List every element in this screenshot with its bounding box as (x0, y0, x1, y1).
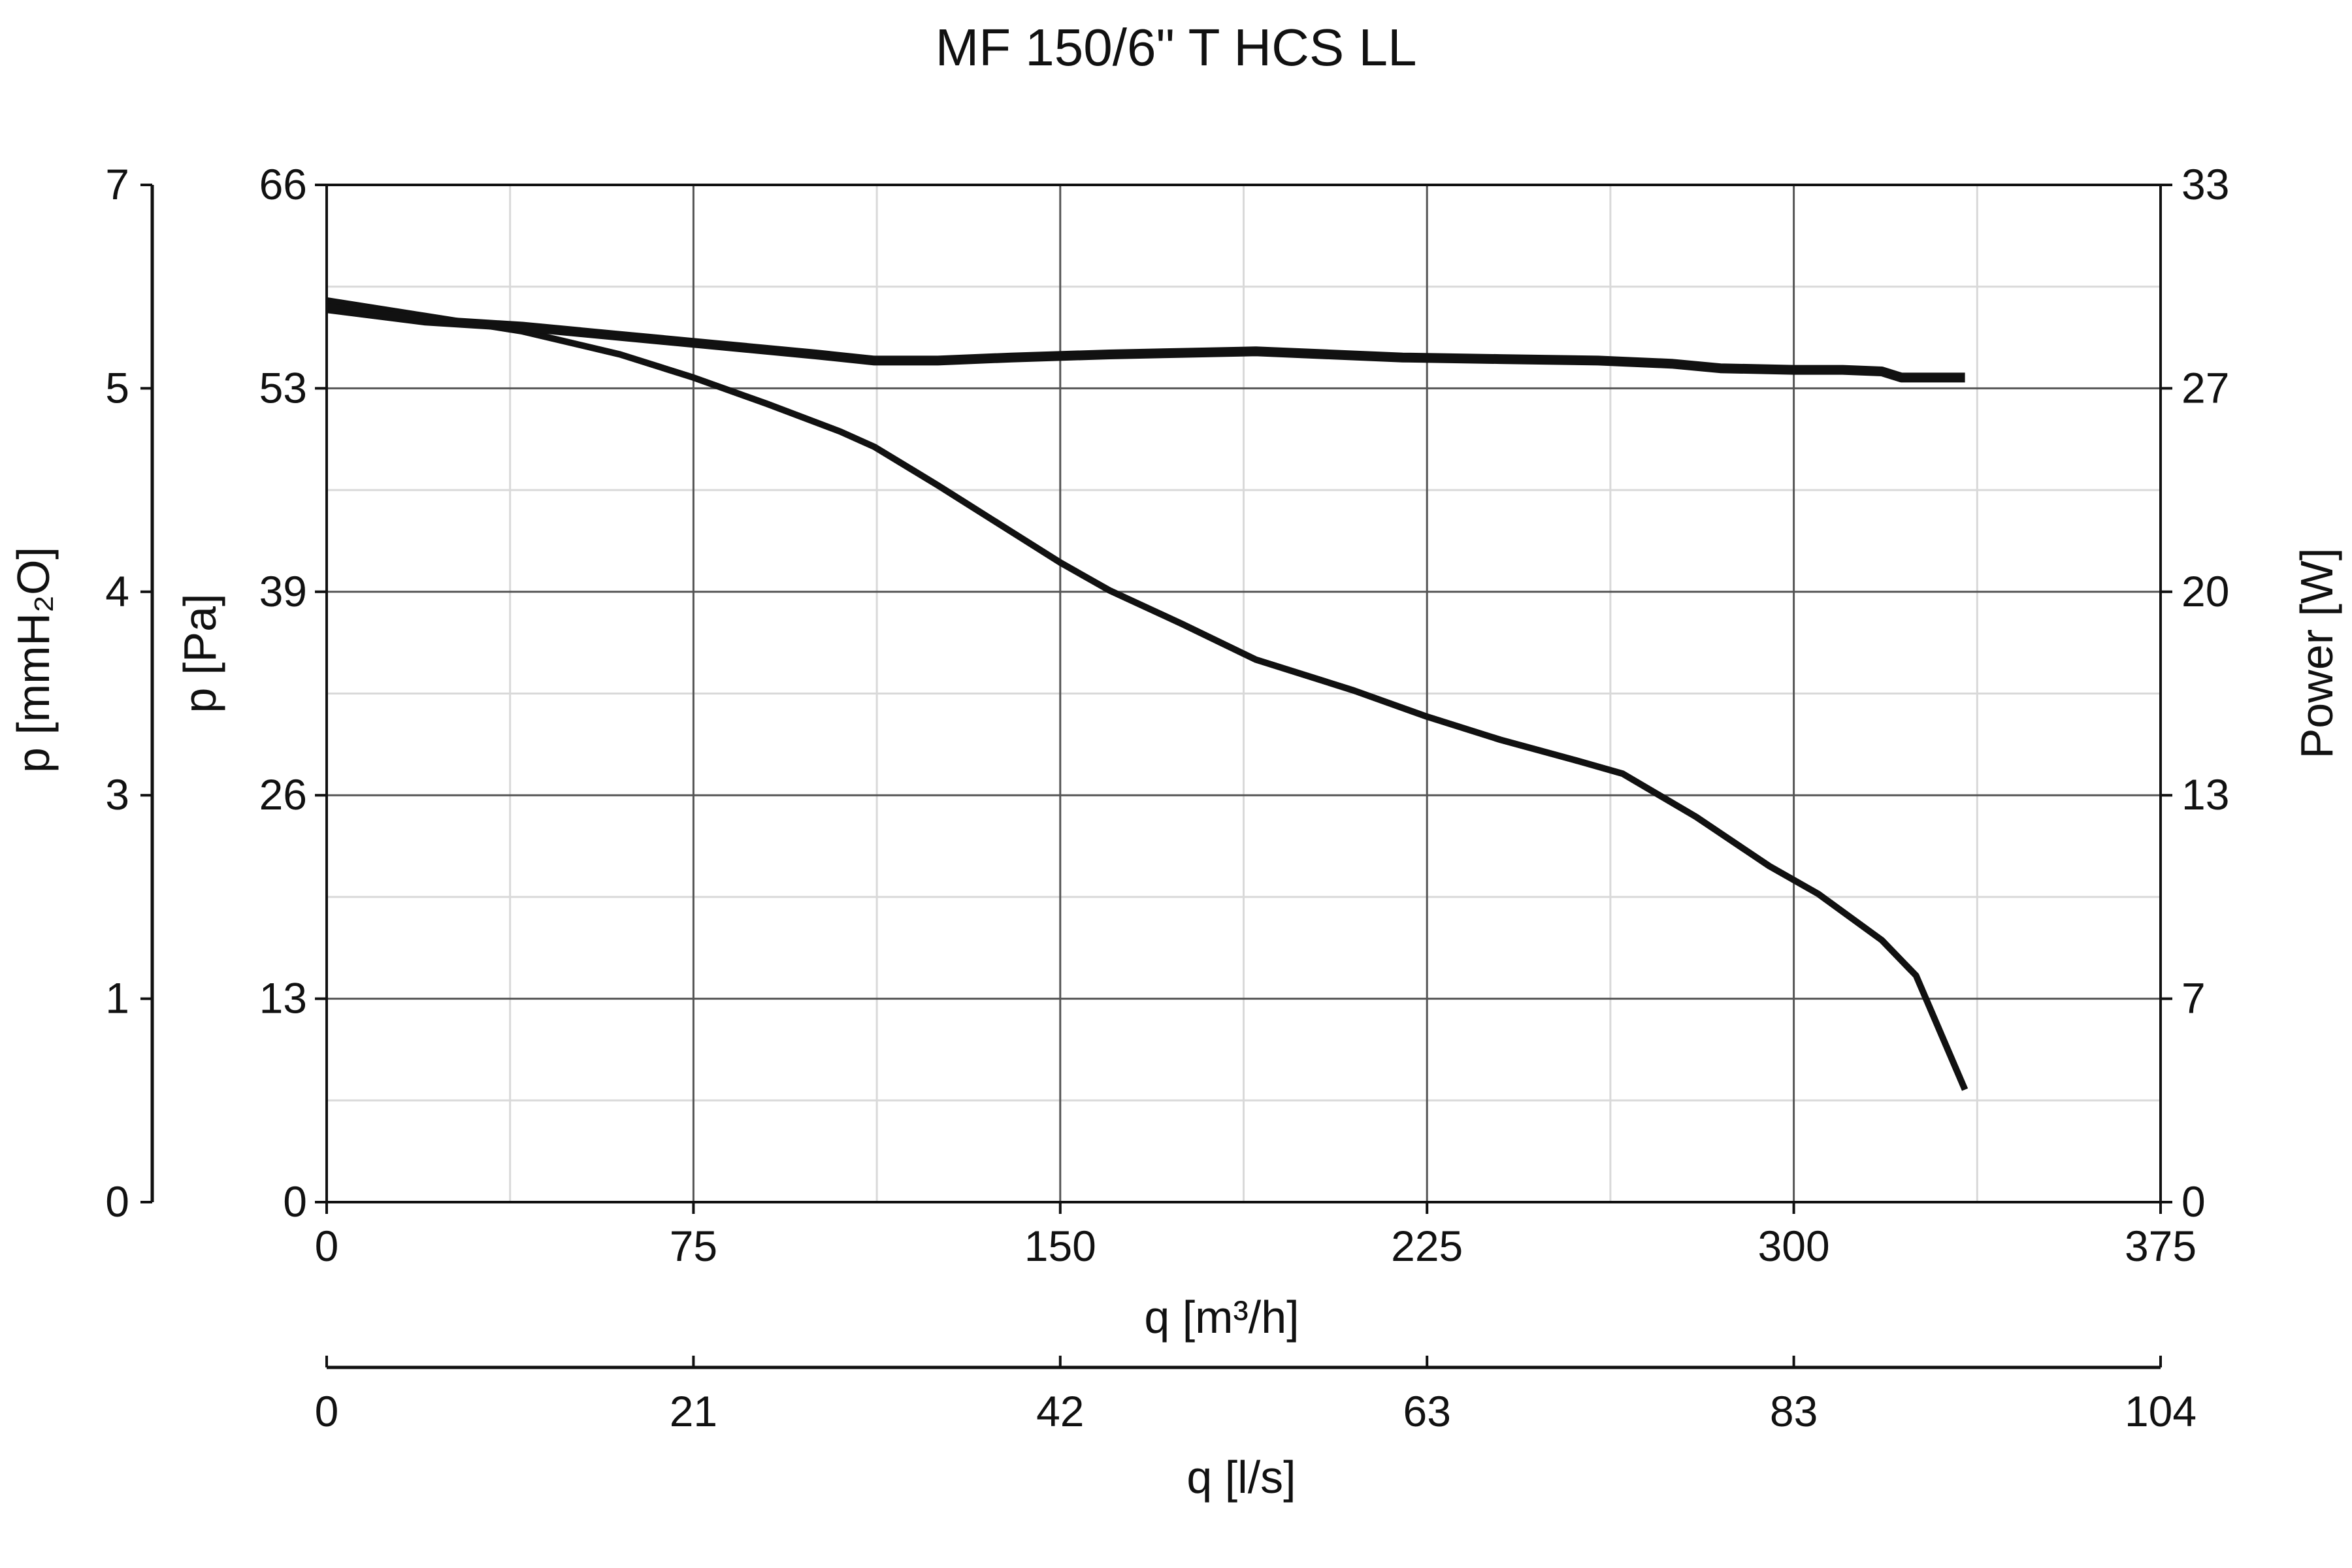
y-tick-label-power: 7 (2181, 974, 2206, 1022)
pressure-curve (326, 297, 1968, 1091)
x-tick-label: 300 (1758, 1222, 1830, 1270)
y-tick-label-pa: 53 (259, 363, 307, 412)
y-axis-power: 0 7 13 20 27 33 (2161, 160, 2229, 1226)
x-axis-ls: 0 21 42 63 83 104 (315, 1356, 2197, 1435)
plot-frame (325, 184, 2162, 1203)
x2-tick-label: 83 (1770, 1387, 1818, 1435)
x2-tick-label: 63 (1403, 1387, 1450, 1435)
y-tick-label-mmh2o: 1 (105, 974, 129, 1022)
y-axis-mmh2o: 0 1 3 4 5 7 (105, 160, 154, 1226)
y-tick-label-power: 13 (2181, 770, 2229, 819)
series-layer (326, 297, 1968, 1091)
y-tick-label-power: 0 (2181, 1177, 2206, 1226)
x-axis-m3h: 0 75 150 225 300 375 (315, 1202, 2197, 1270)
y-axis-label-mmh2o: p [mmH₂O] (8, 547, 59, 773)
y-tick-label-pa: 66 (259, 160, 307, 208)
major-grid (327, 185, 2161, 1202)
chart-title: MF 150/6" T HCS LL (936, 18, 1417, 76)
y-tick-label-mmh2o: 3 (105, 770, 129, 819)
y-tick-label-mmh2o: 4 (105, 567, 129, 615)
y-tick-label-pa: 0 (283, 1177, 307, 1226)
power-curve (326, 303, 1965, 383)
x-axis-label: q [m³/h] (1144, 1292, 1299, 1343)
x2-tick-label: 21 (670, 1387, 717, 1435)
x2-tick-label: 42 (1036, 1387, 1084, 1435)
x-tick-label: 75 (670, 1222, 717, 1270)
y-tick-label-mmh2o: 0 (105, 1177, 129, 1226)
y-axis-pa: 0 13 26 39 53 66 (259, 160, 327, 1226)
x-tick-label: 225 (1391, 1222, 1463, 1270)
y-tick-label-pa: 26 (259, 770, 307, 819)
y-axis-label-pa: p [Pa] (174, 594, 225, 713)
y-axis-label-power: Power [W] (2291, 548, 2342, 759)
x2-axis-label: q [l/s] (1186, 1452, 1296, 1503)
y-tick-label-pa: 39 (259, 567, 307, 615)
y-tick-label-mmh2o: 7 (105, 160, 129, 208)
x2-tick-label: 0 (315, 1387, 339, 1435)
x-tick-label: 150 (1024, 1222, 1096, 1270)
y-tick-label-power: 20 (2181, 567, 2229, 615)
x2-tick-label: 104 (2125, 1387, 2197, 1435)
y-tick-label-mmh2o: 5 (105, 363, 129, 412)
x-tick-label: 375 (2125, 1222, 2197, 1270)
y-tick-label-pa: 13 (259, 974, 307, 1022)
y-tick-label-power: 27 (2181, 363, 2229, 412)
x-tick-label: 0 (315, 1222, 339, 1270)
y-tick-label-power: 33 (2181, 160, 2229, 208)
